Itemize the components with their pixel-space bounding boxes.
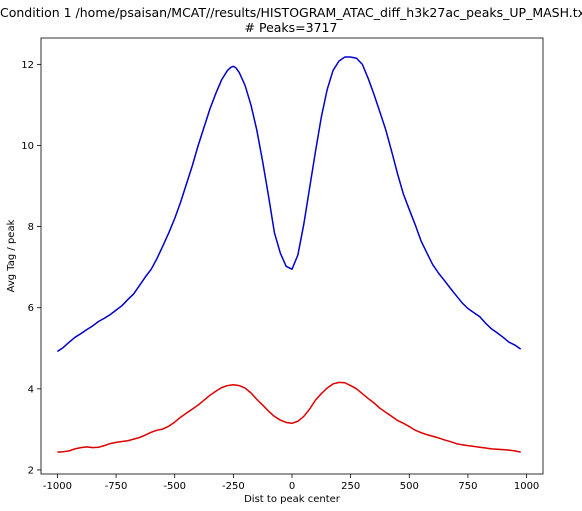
x-tick-label: 0 — [289, 481, 295, 492]
x-tick-label: -250 — [222, 481, 245, 492]
x-tick-label: -500 — [163, 481, 186, 492]
y-tick-label: 4 — [28, 384, 34, 395]
series-line-1 — [56, 56, 522, 353]
x-tick-label: 750 — [458, 481, 477, 492]
y-tick-label: 10 — [21, 141, 34, 152]
x-tick-label: -1000 — [43, 481, 72, 492]
series-line-2 — [57, 381, 521, 453]
y-tick-label: 6 — [28, 303, 34, 314]
axis-ticks: -1000 -750 -500 -250 0 250 500 750 1000 2 4 6 8 10 12 — [21, 60, 539, 492]
y-tick-label: 2 — [28, 465, 34, 476]
chart-subtitle: # Peaks=3717 — [244, 20, 338, 35]
series-layer — [56, 56, 522, 453]
x-tick-label: 1000 — [514, 481, 539, 492]
y-axis-label: Avg Tag / peak — [6, 219, 17, 292]
plot-frame — [40, 37, 544, 475]
x-tick-label: -750 — [105, 481, 128, 492]
y-tick-label: 8 — [28, 222, 34, 233]
x-tick-label: 500 — [400, 481, 419, 492]
y-tick-label: 12 — [21, 60, 34, 71]
chart-title: Condition 1 /home/psaisan/MCAT//results/… — [0, 5, 582, 20]
x-axis-label: Dist to peak center — [244, 494, 341, 505]
x-tick-label: 250 — [341, 481, 360, 492]
